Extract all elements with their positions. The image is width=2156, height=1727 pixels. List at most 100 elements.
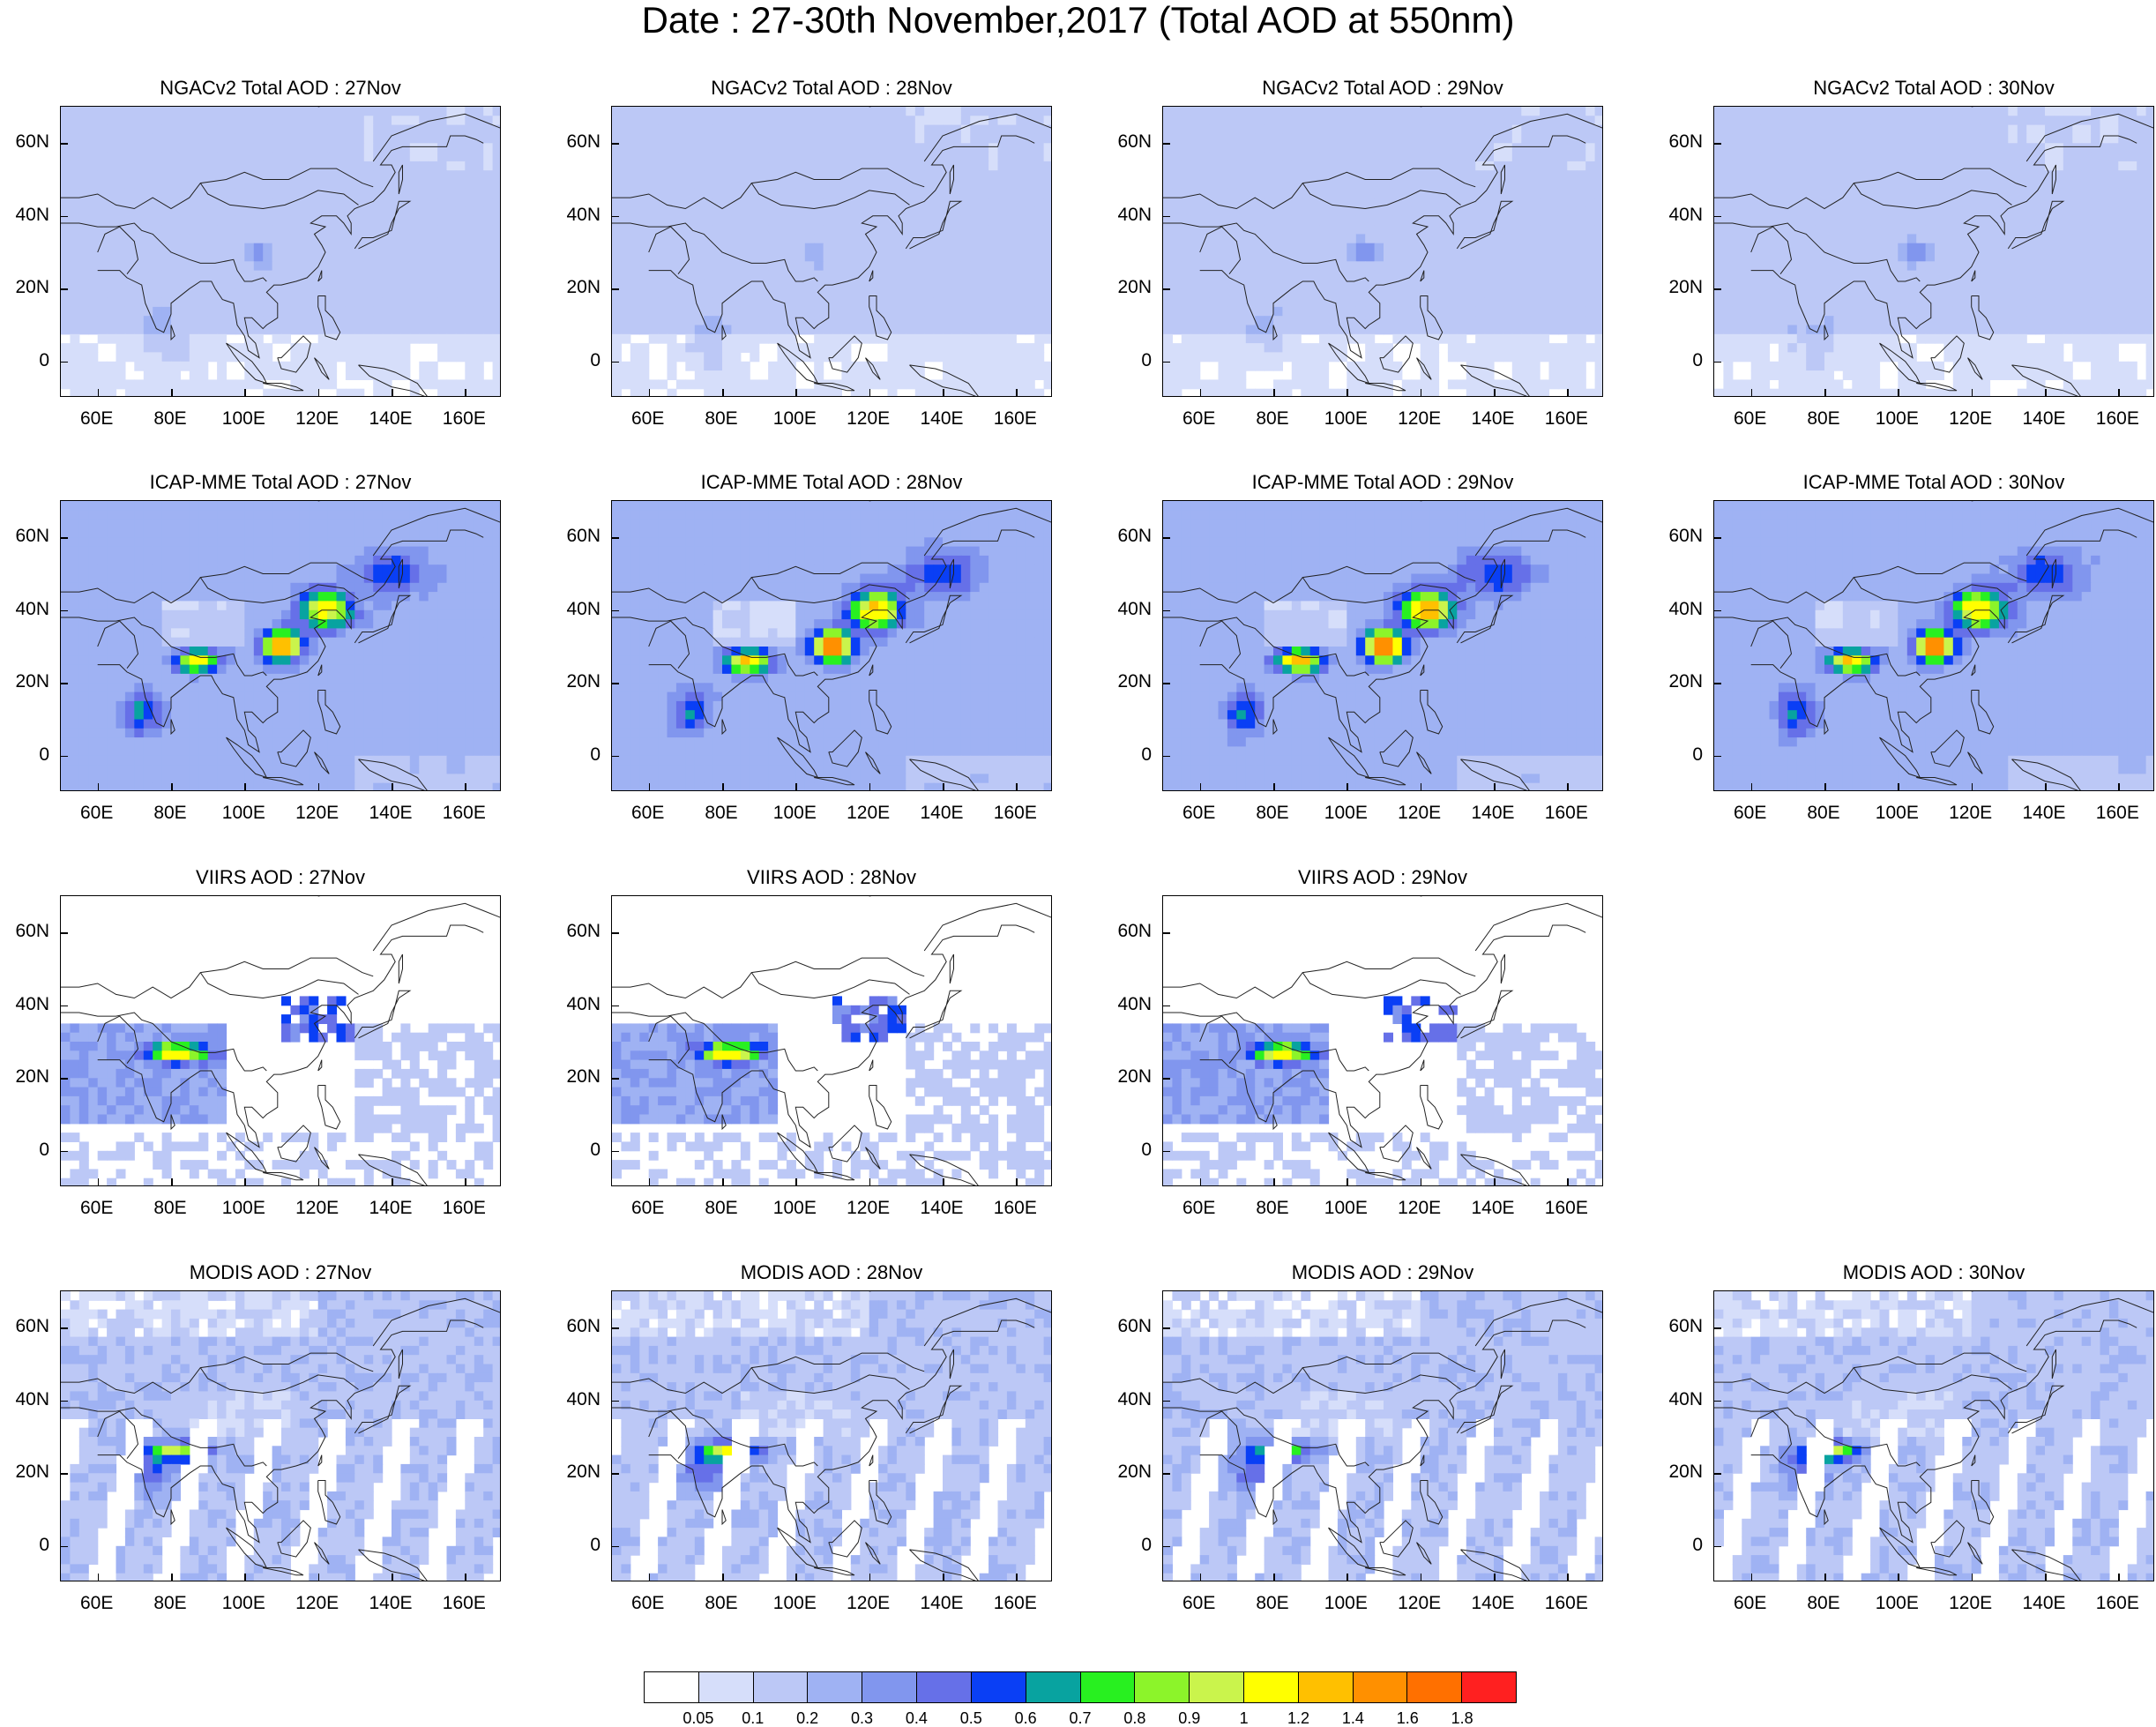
lat-label: 20N [1668, 1462, 1703, 1483]
aod-map [611, 500, 1052, 791]
colorbar-swatch [1135, 1672, 1190, 1702]
lon-label: 100E [221, 803, 265, 823]
lon-label: 80E [1807, 1593, 1840, 1613]
aod-map [1713, 1290, 2154, 1581]
panel-title: ICAP-MME Total AOD : 29Nov [1251, 471, 1514, 493]
lon-tick [392, 389, 393, 396]
colorbar-label: 0.6 [1014, 1709, 1037, 1727]
lon-label: 120E [1398, 1198, 1442, 1218]
lat-label: 20N [1117, 1462, 1152, 1483]
lat-tick [1714, 537, 1721, 539]
lon-tick [1347, 783, 1348, 790]
lon-tick [244, 389, 246, 396]
lon-label: 100E [1324, 1198, 1368, 1218]
lat-tick [1714, 1327, 1721, 1329]
lon-label: 100E [1324, 1593, 1368, 1613]
lon-label: 140E [920, 1198, 964, 1218]
lat-label: 0 [39, 1534, 49, 1555]
lon-tick [722, 389, 724, 396]
lon-tick [648, 1574, 651, 1581]
lon-tick [648, 389, 651, 396]
lat-tick [1163, 1400, 1170, 1402]
lat-tick [1714, 609, 1721, 612]
lon-tick [2118, 783, 2120, 790]
lon-label: 60E [630, 1593, 665, 1613]
lat-label: 60N [566, 921, 601, 942]
lon-tick [869, 783, 871, 790]
lat-label: 0 [39, 744, 49, 765]
panel-title: MODIS AOD : 28Nov [740, 1261, 923, 1283]
lon-label: 100E [1875, 803, 1919, 823]
lon-tick [171, 1574, 173, 1581]
aod-map [1162, 500, 1603, 791]
colorbar-label: 0.2 [796, 1709, 819, 1727]
lat-label: 60N [15, 1316, 49, 1337]
lat-label: 60N [15, 131, 49, 153]
lon-label: 140E [2022, 1593, 2066, 1613]
lon-label: 60E [630, 408, 665, 429]
panel-title: MODIS AOD : 27Nov [189, 1261, 372, 1283]
lat-label: 20N [1117, 277, 1152, 298]
lon-tick [2118, 389, 2120, 396]
lon-tick [1347, 389, 1348, 396]
aod-field [1714, 1291, 2153, 1581]
lon-label: 120E [1949, 408, 1993, 429]
colorbar-swatch [971, 1672, 1026, 1702]
colorbar-label: 0.9 [1178, 1709, 1201, 1727]
lon-label: 100E [221, 1198, 265, 1218]
lat-tick [612, 361, 619, 363]
lon-tick [795, 389, 797, 396]
lat-label: 40N [1668, 1388, 1703, 1409]
lon-tick [648, 1178, 651, 1185]
lat-tick [612, 1150, 619, 1153]
colorbar-swatch [1026, 1672, 1081, 1702]
lat-tick [61, 1150, 68, 1153]
lon-tick [1494, 1574, 1496, 1581]
lat-tick [61, 683, 68, 684]
lon-label: 160E [442, 1198, 486, 1218]
lat-tick [612, 1400, 619, 1402]
lon-label: 120E [295, 1593, 339, 1613]
lon-label: 80E [153, 1198, 187, 1218]
lon-tick [722, 783, 724, 790]
lon-tick [1494, 1178, 1496, 1185]
lon-tick [1420, 1574, 1422, 1581]
lon-tick [722, 1574, 724, 1581]
lon-label: 140E [369, 408, 413, 429]
colorbar-swatch [1298, 1672, 1354, 1702]
lon-label: 100E [772, 1593, 817, 1613]
lon-tick [722, 1178, 724, 1185]
lon-label: 140E [369, 1198, 413, 1218]
lat-label: 60N [1117, 131, 1152, 153]
colorbar-swatch [917, 1672, 972, 1702]
aod-map [1162, 895, 1603, 1186]
colorbar-label: 0.1 [742, 1709, 765, 1727]
lon-label: 140E [369, 1593, 413, 1613]
lon-tick [465, 389, 466, 396]
lon-tick [171, 1178, 173, 1185]
lon-tick [1750, 389, 1753, 396]
lat-tick [1163, 1150, 1170, 1153]
lon-label: 80E [1256, 1593, 1289, 1613]
lat-label: 60N [1117, 526, 1152, 547]
aod-map [60, 500, 501, 791]
aod-field [1163, 107, 1602, 396]
colorbar-swatch [1080, 1672, 1136, 1702]
lat-label: 40N [1117, 993, 1152, 1014]
lat-label: 60N [1117, 921, 1152, 942]
aod-map [60, 895, 501, 1186]
lon-label: 120E [847, 803, 891, 823]
lon-label: 100E [1875, 1593, 1919, 1613]
colorbar-label: 1.8 [1451, 1709, 1473, 1727]
lon-tick [1420, 389, 1422, 396]
lat-tick [612, 537, 619, 539]
lon-tick [2045, 783, 2047, 790]
lon-label: 60E [1182, 1198, 1216, 1218]
lat-label: 40N [15, 204, 49, 225]
lon-tick [1494, 783, 1496, 790]
lon-label: 120E [1398, 408, 1442, 429]
lat-label: 20N [1117, 1066, 1152, 1088]
lon-tick [392, 783, 393, 790]
lat-tick [61, 1473, 68, 1475]
lon-tick [244, 1178, 246, 1185]
